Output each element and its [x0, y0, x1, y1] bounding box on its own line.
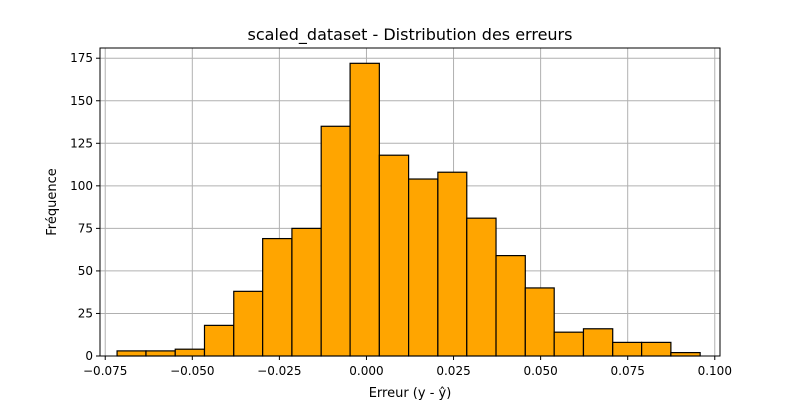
histogram-bar	[262, 237, 293, 357]
x-tick-label: −0.075	[83, 364, 127, 378]
plot-frame	[99, 47, 721, 357]
histogram-bar	[320, 125, 351, 357]
y-tick-label: 25	[78, 306, 93, 320]
x-tick-label: 0.025	[436, 364, 470, 378]
y-tick-label: 75	[78, 221, 93, 235]
x-tick-label: −0.025	[257, 364, 301, 378]
x-tick-label: −0.050	[170, 364, 214, 378]
histogram-bar	[582, 328, 614, 357]
x-tick-label: 0.100	[698, 364, 732, 378]
y-axis-ticks: 0 25 50 75 100 125 150 175	[70, 51, 100, 363]
histogram-bar	[116, 350, 147, 357]
y-tick-label: 100	[70, 179, 93, 193]
histogram-bar	[233, 290, 264, 357]
histogram-bars	[116, 62, 701, 357]
histogram-bar	[670, 351, 701, 357]
y-tick-label: 0	[85, 349, 93, 363]
histogram-bar	[553, 331, 585, 357]
histogram-bar	[612, 341, 643, 357]
chart-title: scaled_dataset - Distribution des erreur…	[248, 25, 573, 45]
histogram-bar	[349, 62, 380, 357]
x-tick-label: 0.075	[611, 364, 645, 378]
histogram-bar	[145, 350, 176, 357]
histogram-bar	[203, 324, 235, 357]
histogram-bar	[641, 341, 672, 357]
x-axis-ticks: −0.075 −0.050 −0.025 0.000 0.025 0.050 0.075 0.…	[83, 356, 732, 378]
histogram-bar	[174, 348, 206, 357]
x-tick-label: 0.050	[523, 364, 557, 378]
y-tick-label: 125	[70, 136, 93, 150]
histogram-bar	[466, 217, 497, 357]
x-axis-label: Erreur (y - ŷ)	[369, 386, 452, 400]
histogram-bar	[291, 227, 322, 357]
histogram-bar	[524, 287, 555, 357]
histogram-bar	[378, 154, 410, 357]
y-tick-label: 50	[78, 264, 93, 278]
x-tick-label: 0.000	[349, 364, 383, 378]
histogram-bar	[495, 255, 526, 357]
y-tick-label: 175	[70, 51, 93, 65]
y-tick-label: 150	[70, 94, 93, 108]
y-axis-label: Fréquence	[45, 168, 60, 235]
histogram-bar	[408, 178, 439, 357]
histogram-bar	[437, 171, 468, 357]
